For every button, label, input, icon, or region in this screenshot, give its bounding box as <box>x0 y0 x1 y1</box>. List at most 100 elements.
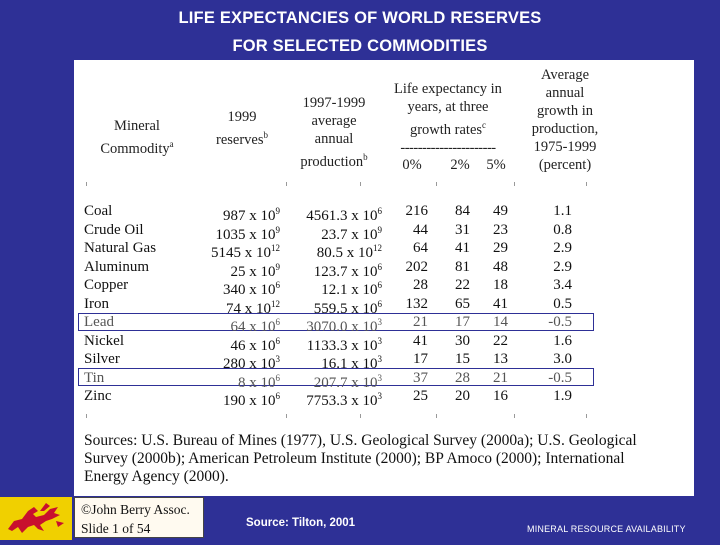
cell-mineral: Crude Oil <box>84 221 144 238</box>
cell-reserves-exponent: 6 <box>275 372 281 383</box>
header-growth: Average annual growth in production, 197… <box>520 66 610 174</box>
cell-life-5: 48 <box>493 258 508 275</box>
cell-life-5: 23 <box>493 221 508 238</box>
slide-title-line-2: FOR SELECTED COMMODITIES <box>232 37 488 55</box>
header-growth-line-3: growth in <box>537 103 593 119</box>
column-tick <box>286 182 287 186</box>
cell-life-0: 25 <box>413 388 428 404</box>
cell-production-exponent: 3 <box>377 335 383 346</box>
cell-life-2: 28 <box>455 369 470 386</box>
cell-life-0: 132 <box>405 295 429 312</box>
cell-growth: -0.5 <box>548 369 572 386</box>
cell-reserves-exponent: 9 <box>275 224 281 235</box>
cell-life-0: 37 <box>413 369 428 386</box>
header-life-expectancy: Life expectancy in years, at three growt… <box>384 80 512 157</box>
highlight-box <box>78 368 594 386</box>
cell-reserves: 5145 x 1012 <box>211 243 280 261</box>
cell-production: 1133.3 x 103 <box>306 335 383 354</box>
cell-life-5: 49 <box>493 203 508 219</box>
header-mineral-line: Mineral <box>114 118 160 134</box>
column-tick <box>86 414 87 418</box>
cell-growth: 3.4 <box>553 277 572 293</box>
slide-counter: Slide 1 of 54 <box>81 521 151 536</box>
cell-reserves: 987 x 109 <box>223 206 281 224</box>
cell-mineral: Nickel <box>84 332 124 349</box>
cell-life-2: 81 <box>455 258 470 275</box>
cell-production-exponent: 6 <box>377 206 383 216</box>
cell-production-exponent: 9 <box>377 224 383 235</box>
column-tick <box>436 414 437 418</box>
cell-mineral: Aluminum <box>84 258 150 275</box>
highlight-box <box>78 312 594 331</box>
header-mineral-footnote: a <box>169 139 174 149</box>
column-tick <box>360 414 361 418</box>
header-production-years: 1997-1999 <box>302 95 366 111</box>
cell-life-5: 16 <box>493 388 508 404</box>
cell-life-2: 22 <box>455 277 470 293</box>
cell-mineral: Copper <box>84 277 129 293</box>
cell-growth: 2.9 <box>553 258 572 275</box>
header-rate-0: 0% <box>402 157 422 173</box>
cell-reserves-exponent: 6 <box>275 335 281 346</box>
header-life-line-2: years, at three <box>407 99 489 115</box>
cell-production: 123.7 x 106 <box>313 261 382 280</box>
cell-mineral: Tin <box>84 369 105 386</box>
header-life-line-1: Life expectancy in <box>394 81 502 97</box>
cell-growth: 3.0 <box>553 351 572 367</box>
cell-production-exponent: 3 <box>377 354 383 364</box>
cell-life-2: 65 <box>455 295 470 312</box>
cell-mineral: Lead <box>84 314 114 330</box>
cell-life-5: 22 <box>493 332 508 349</box>
cell-production: 3070.0 x 103 <box>306 317 383 335</box>
column-tick <box>514 414 515 418</box>
column-tick <box>586 414 587 418</box>
source-credit: Source: Tilton, 2001 <box>246 517 356 529</box>
cell-reserves: 64 x 106 <box>230 317 281 335</box>
cell-production: 4561.3 x 106 <box>306 206 383 224</box>
cell-life-5: 41 <box>493 295 508 312</box>
header-production-average: average <box>311 113 357 129</box>
header-reserves-label: reservesb <box>215 130 268 148</box>
cell-reserves-exponent: 9 <box>275 206 281 216</box>
cell-production: 207.7 x 103 <box>313 372 383 391</box>
cell-growth: -0.5 <box>548 314 572 330</box>
cell-life-2: 31 <box>455 221 470 238</box>
cell-reserves: 1035 x 109 <box>215 224 281 243</box>
cell-production-exponent: 6 <box>377 298 383 309</box>
cell-growth: 0.8 <box>553 221 572 238</box>
cell-life-5: 29 <box>493 240 508 256</box>
cell-life-0: 202 <box>405 258 429 275</box>
header-production-footnote: b <box>363 152 368 162</box>
cell-life-5: 13 <box>493 351 508 367</box>
slide-title-line-1: LIFE EXPECTANCIES OF WORLD RESERVES <box>178 9 542 27</box>
cell-production-exponent: 12 <box>373 243 382 253</box>
cell-growth: 2.9 <box>553 240 572 256</box>
cell-reserves-exponent: 12 <box>271 298 280 309</box>
cell-production: 23.7 x 109 <box>321 224 383 243</box>
cell-life-0: 17 <box>413 351 428 367</box>
sources-note: Sources: U.S. Bureau of Mines (1977), U.… <box>84 432 637 485</box>
cell-production-exponent: 3 <box>377 317 383 327</box>
header-rate-2: 2% <box>450 157 470 173</box>
cell-life-2: 84 <box>455 203 470 219</box>
column-tick <box>436 182 437 186</box>
cell-growth: 1.6 <box>553 332 572 349</box>
topic-label: MINERAL RESOURCE AVAILABILITY <box>527 524 686 534</box>
cell-production-exponent: 3 <box>377 372 383 383</box>
header-life-footnote: c <box>482 120 487 130</box>
header-reserves-year: 1999 <box>227 109 257 125</box>
cell-life-5: 14 <box>493 314 508 330</box>
cell-growth: 0.5 <box>553 295 572 312</box>
cell-reserves-exponent: 6 <box>275 280 281 290</box>
header-growth-line-1: Average <box>540 67 590 83</box>
cell-life-2: 30 <box>455 332 470 349</box>
column-tick <box>360 182 361 186</box>
cell-mineral: Zinc <box>84 388 112 404</box>
cell-mineral: Natural Gas <box>84 240 157 256</box>
copyright-box: ©John Berry Assoc. Slide 1 of 54 <box>74 497 204 538</box>
cell-production-exponent: 6 <box>377 280 383 290</box>
cell-life-0: 28 <box>413 277 428 293</box>
cell-reserves: 190 x 106 <box>223 391 280 409</box>
cell-growth: 1.9 <box>553 388 572 404</box>
cell-reserves-exponent: 3 <box>275 354 281 364</box>
